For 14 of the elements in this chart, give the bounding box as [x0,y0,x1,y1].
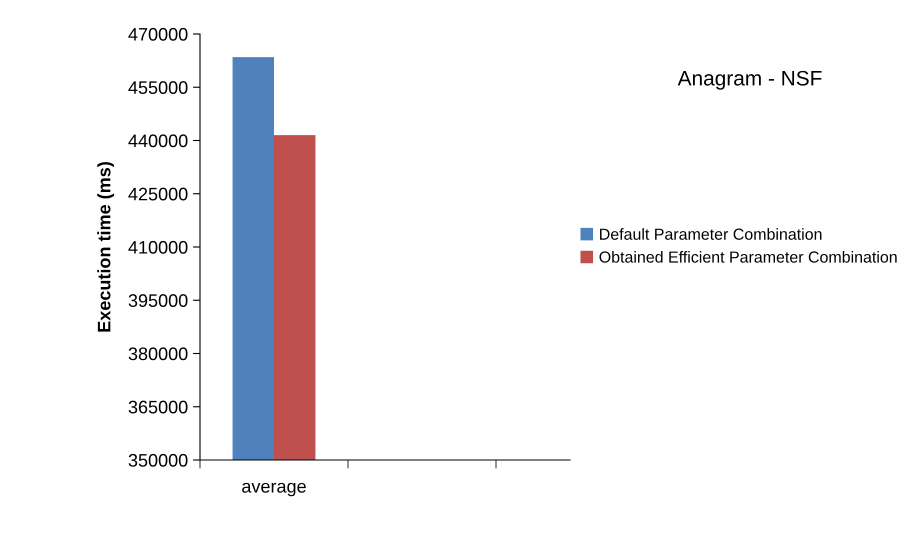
legend-label: Default Parameter Combination [600,228,822,240]
text: Anagram - NSF [678,70,822,90]
y-tick-label: 395000 [128,294,188,307]
y-tick-label: 350000 [128,454,188,467]
y-tick-label: 365000 [128,400,188,414]
y-tick-label: 380000 [128,347,188,360]
y-tick-label: 440000 [128,134,188,148]
x-tick-label: average [242,482,306,496]
y-tick-label: 455000 [128,81,188,94]
legend-label: Obtained Efficient Parameter Combination [600,250,897,263]
y-axis-title: Execution time (ms) [97,162,114,332]
y-tick-label: 425000 [128,188,188,200]
y-tick-label: 410000 [128,240,188,254]
y-tick-label: 470000 [128,28,188,41]
